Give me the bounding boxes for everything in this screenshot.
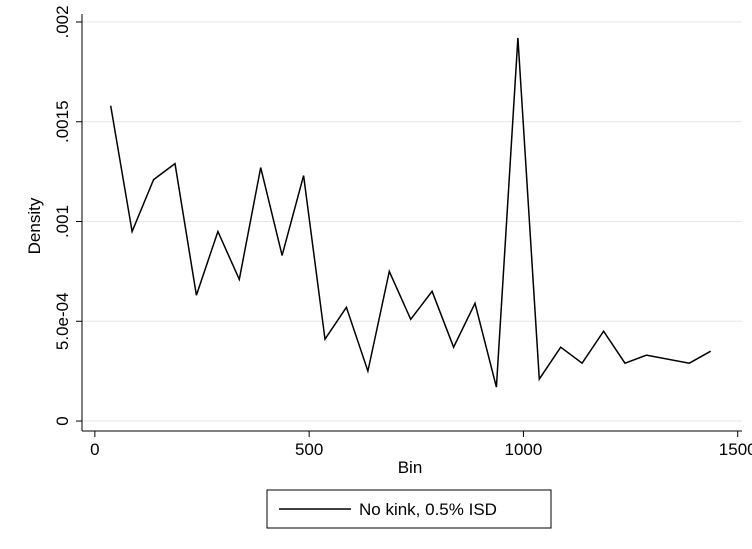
y-axis-title: Density	[25, 197, 44, 254]
plot-area	[109, 37, 712, 388]
x-tick-label: 1500	[719, 440, 752, 459]
x-tick-label: 500	[295, 440, 323, 459]
y-tick-label: 0	[53, 416, 72, 425]
legend: No kink, 0.5% ISD	[266, 489, 552, 529]
y-tick-label: .0015	[53, 100, 72, 143]
grid-lines	[82, 21, 742, 422]
x-axis-title: Bin	[398, 458, 423, 477]
y-tick-label: 5.0e-04	[53, 292, 72, 350]
legend-label: No kink, 0.5% ISD	[359, 500, 497, 519]
x-axis: 0 500 1000 1500	[82, 430, 752, 459]
y-tick-label: .001	[53, 205, 72, 238]
series-line-0	[109, 37, 712, 388]
x-tick-label: 0	[90, 440, 99, 459]
x-tick-label: 1000	[505, 440, 543, 459]
y-tick-label: .002	[53, 5, 72, 38]
y-axis: 0 5.0e-04 .001 .0015 .002	[53, 5, 83, 431]
